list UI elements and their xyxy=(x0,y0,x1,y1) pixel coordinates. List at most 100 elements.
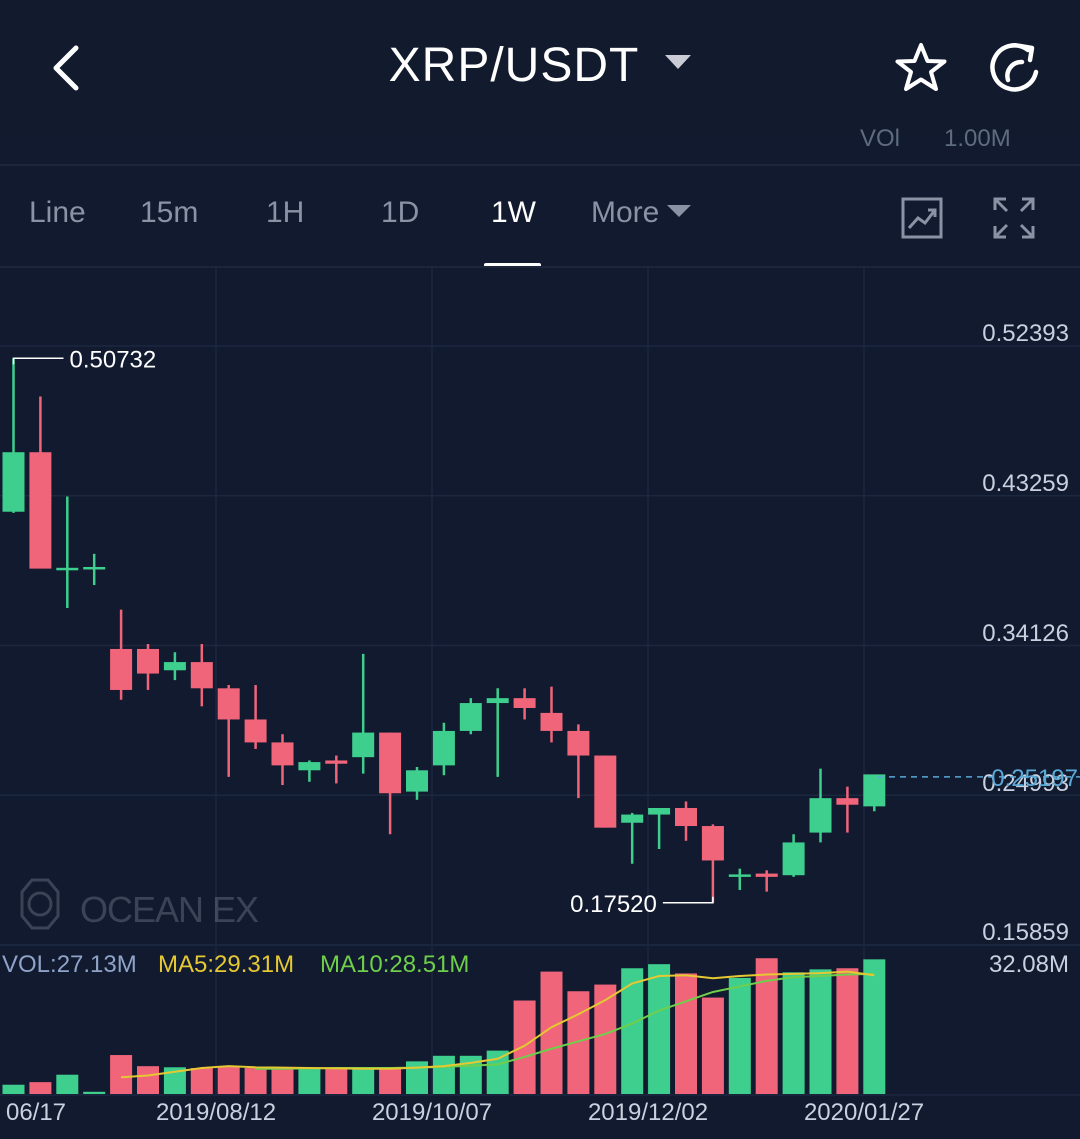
volume-bar xyxy=(675,973,697,1094)
caret-down-icon xyxy=(667,205,692,218)
fullscreen-icon[interactable] xyxy=(992,196,1036,240)
candle-body xyxy=(755,873,778,877)
price-tick-label: 0.15859 xyxy=(982,919,1069,946)
volume-bar xyxy=(863,959,886,1094)
candle-body xyxy=(244,719,267,743)
vol-peek-label: VOl xyxy=(860,125,901,146)
candle-body xyxy=(406,770,428,792)
candle-body xyxy=(352,732,375,758)
ma5-label: MA5:29.31M xyxy=(158,951,294,978)
active-tab-indicator xyxy=(484,263,541,268)
candle-body xyxy=(567,730,590,756)
candle-body xyxy=(513,698,536,708)
volume-bar xyxy=(110,1055,133,1094)
tab-1w[interactable]: 1W xyxy=(491,196,536,229)
interval-tabs: Line 15m 1H 1D 1W More xyxy=(0,168,1080,268)
candle-body xyxy=(190,662,213,689)
candle-body xyxy=(271,742,294,766)
kline-chart[interactable]: OCEAN EX 0.52393 0.43259 0.34126 0.24993… xyxy=(0,268,1080,1139)
candle-body xyxy=(540,712,563,731)
volume-bar xyxy=(486,1050,509,1094)
volume-bar xyxy=(298,1068,321,1094)
volume-bar xyxy=(728,977,751,1094)
chart-grid xyxy=(0,268,1080,1096)
candle-body xyxy=(486,698,509,704)
volume-max-label: 32.08M xyxy=(989,951,1069,978)
volume-bar xyxy=(406,1061,428,1094)
volume-bar xyxy=(137,1066,159,1094)
chart-trend-icon[interactable] xyxy=(900,196,944,240)
star-icon[interactable] xyxy=(892,40,950,96)
volume-ma-lines xyxy=(121,970,875,1079)
date-tick-label: 2020/01/27 xyxy=(804,1099,924,1126)
high-price-label: 0.50732 xyxy=(70,346,157,373)
volume-bar xyxy=(217,1066,240,1094)
volume-bar xyxy=(163,1067,186,1094)
volume-bar xyxy=(432,1055,455,1094)
candle-body xyxy=(217,688,240,720)
candle-body xyxy=(56,567,79,571)
volume-bar xyxy=(836,968,859,1094)
pair-title: XRP/USDT xyxy=(388,39,640,92)
date-tick-label: 06/17 xyxy=(6,1099,66,1126)
back-arrow-icon[interactable] xyxy=(44,40,94,96)
price-axis: 0.52393 0.43259 0.34126 0.24993 0.15859 xyxy=(982,320,1069,946)
tab-line[interactable]: Line xyxy=(29,196,86,229)
date-tick-label: 2019/10/07 xyxy=(372,1099,492,1126)
candle-body xyxy=(163,662,186,671)
volume-bar xyxy=(271,1068,294,1094)
candle-body xyxy=(29,452,52,569)
ma10-label: MA10:28.51M xyxy=(320,951,469,978)
low-marker: 0.17520 xyxy=(570,891,714,918)
high-marker: 0.50732 xyxy=(12,346,157,373)
pair-selector[interactable]: XRP/USDT xyxy=(0,38,1080,93)
volume-bar xyxy=(648,964,671,1094)
vol-peek-value: 1.00M xyxy=(944,125,1011,146)
volume-bar xyxy=(2,1084,25,1094)
caret-down-icon xyxy=(665,55,692,70)
tab-more[interactable]: More xyxy=(591,196,692,230)
candle-body xyxy=(379,732,402,794)
date-axis: 06/17 2019/08/12 2019/10/07 2019/12/02 2… xyxy=(6,1099,924,1126)
tab-1h[interactable]: 1H xyxy=(266,196,305,229)
current-price-label: 0.25197 xyxy=(991,765,1078,792)
volume-bar xyxy=(244,1068,267,1094)
divider xyxy=(0,266,1080,268)
volume-bar xyxy=(352,1068,375,1094)
candles xyxy=(2,358,886,903)
volume-bar xyxy=(513,1000,536,1094)
low-price-label: 0.17520 xyxy=(570,891,657,918)
volume-value-label: VOL:27.13M xyxy=(2,951,137,978)
volume-bar xyxy=(594,984,617,1094)
refresh-icon[interactable] xyxy=(984,40,1044,96)
volume-bar xyxy=(755,958,778,1094)
price-tick-label: 0.34126 xyxy=(982,620,1069,647)
price-tick-label: 0.24993 xyxy=(982,770,1069,797)
candle-body xyxy=(648,807,671,815)
candle-body xyxy=(83,566,106,570)
tab-1d[interactable]: 1D xyxy=(381,196,420,229)
price-tick-label: 0.43259 xyxy=(982,470,1069,497)
candle-body xyxy=(701,826,724,861)
date-tick-label: 2019/08/12 xyxy=(156,1099,276,1126)
current-price-marker: 0.25197 xyxy=(878,765,1080,792)
volume-bar xyxy=(29,1082,52,1094)
tab-15m[interactable]: 15m xyxy=(140,196,199,229)
candle-body xyxy=(621,814,644,823)
candle-body xyxy=(325,760,348,764)
watermark: OCEAN EX xyxy=(20,878,260,930)
volume-bar xyxy=(540,971,563,1094)
volume-bar xyxy=(809,969,832,1094)
divider xyxy=(0,164,1080,166)
candle-body xyxy=(863,774,886,807)
volume-bar xyxy=(56,1074,79,1094)
volume-bar xyxy=(621,968,644,1094)
volume-bar xyxy=(701,997,724,1094)
volume-legend: VOL:27.13M MA5:29.31M MA10:28.51M 32.08M xyxy=(2,951,1069,978)
candle-body xyxy=(782,842,805,876)
price-tick-label: 0.52393 xyxy=(982,320,1069,347)
volume-bar xyxy=(190,1068,213,1094)
candle-body xyxy=(432,730,455,766)
candle-body xyxy=(298,762,321,771)
vol-peek: VOl 1.00M xyxy=(860,124,1060,146)
